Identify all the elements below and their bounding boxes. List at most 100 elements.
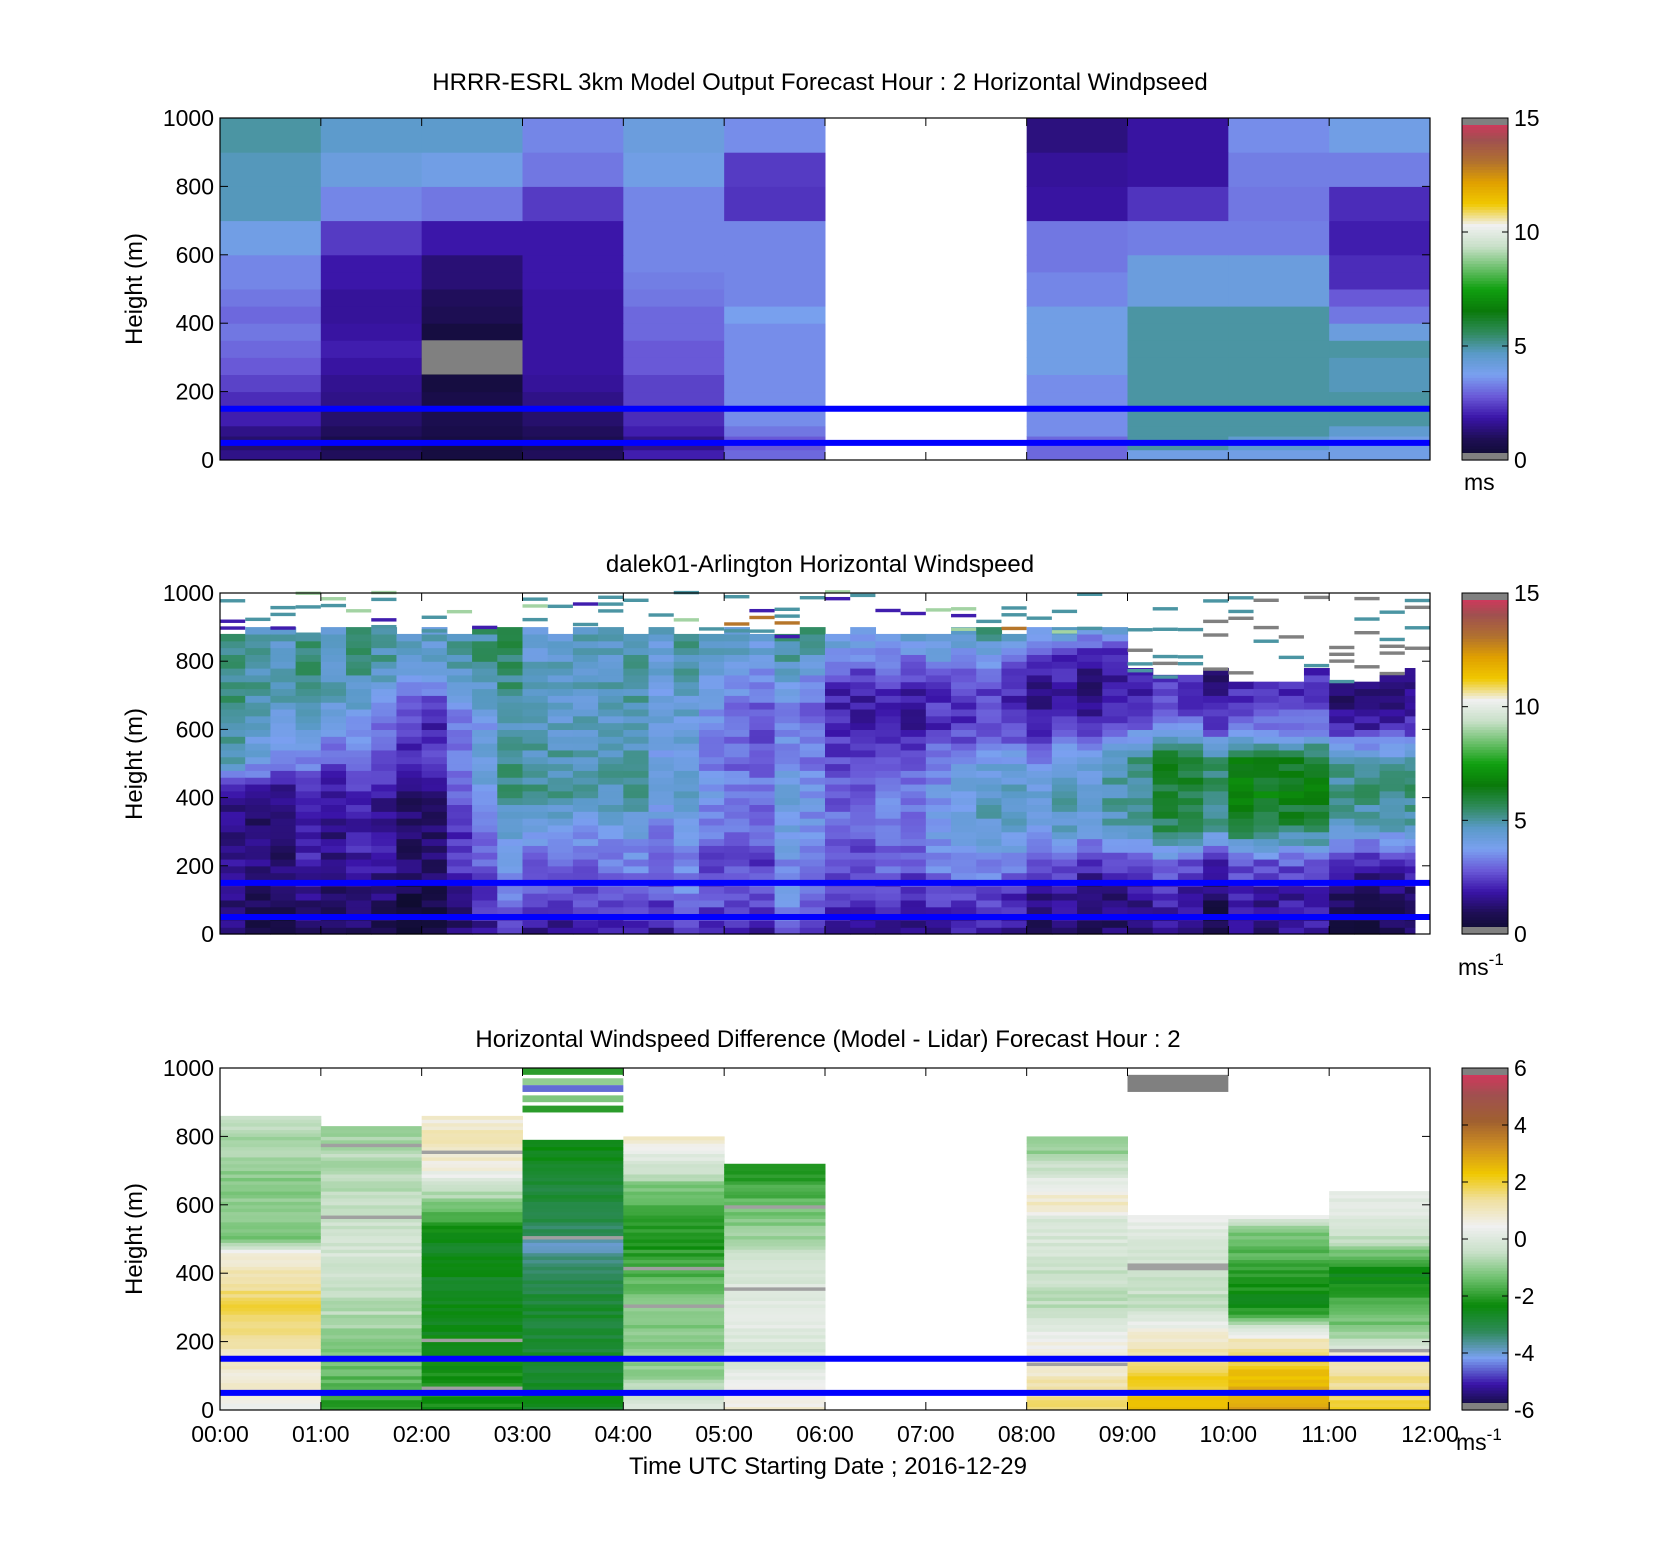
heatmap-cell (1379, 906, 1406, 915)
heatmap-cell (220, 1317, 322, 1322)
heatmap-cell (320, 749, 347, 758)
x-tick-label: 05:00 (695, 1421, 753, 1447)
heatmap-cell (900, 743, 927, 751)
colorbar-swatch (1462, 695, 1508, 699)
heatmap-cell (220, 899, 246, 908)
heatmap-cell (220, 1218, 322, 1223)
colorbar-swatch (1462, 155, 1508, 159)
heatmap-cell (245, 633, 272, 642)
heatmap-cell (270, 838, 297, 846)
heatmap-sparse-cell (900, 611, 926, 616)
heatmap-cell (724, 1249, 826, 1254)
heatmap-cell (472, 899, 498, 908)
heatmap-cell (875, 838, 902, 846)
heatmap-cell (976, 865, 1003, 874)
heatmap-cell (900, 763, 927, 771)
heatmap-cell (245, 702, 272, 710)
heatmap-cell (749, 893, 776, 901)
heatmap-cell (220, 340, 322, 358)
heatmap-cell (220, 1167, 322, 1172)
heatmap-cell (724, 1290, 826, 1295)
heatmap-cell (270, 927, 297, 935)
colorbar-swatch (1462, 632, 1508, 637)
heatmap-cell (1253, 708, 1280, 717)
heatmap-cell (673, 729, 700, 737)
heatmap-cell (623, 1327, 725, 1332)
panel-lidar: dalek01-Arlington Horizontal Windspeed 0… (121, 551, 1540, 980)
heatmap-cell (598, 906, 624, 915)
heatmap-cell (673, 647, 700, 655)
heatmap-sparse-cell (1152, 654, 1178, 659)
heatmap-cell (320, 1184, 423, 1189)
heatmap-cell (1127, 920, 1154, 928)
colorbar-swatch (1462, 735, 1508, 739)
colorbar-swatch (1462, 1079, 1508, 1083)
heatmap-cell (774, 893, 801, 901)
heatmap-cell (1278, 763, 1305, 771)
heatmap-cell (724, 449, 826, 461)
heatmap-cell (724, 1163, 826, 1168)
heatmap-cell (724, 1221, 826, 1226)
heatmap-cell (976, 708, 1003, 717)
heatmap-cell (522, 838, 549, 846)
heatmap-cell (421, 1351, 523, 1356)
heatmap-cell (1379, 756, 1406, 765)
heatmap-cell (623, 1348, 725, 1353)
heatmap-cell (220, 872, 246, 881)
heatmap-cell (799, 674, 826, 683)
heatmap-cell (799, 899, 826, 908)
heatmap-cell (320, 1191, 423, 1196)
heatmap-cell (1203, 858, 1229, 867)
heatmap-cell (1102, 906, 1129, 915)
heatmap-cell (421, 1276, 523, 1281)
heatmap-cell (825, 845, 851, 853)
heatmap-cell (1001, 770, 1028, 778)
heatmap-cell (220, 695, 246, 703)
colorbar-swatch (1462, 1276, 1508, 1280)
heatmap-cell (850, 804, 877, 812)
heatmap-cell (623, 668, 650, 676)
heatmap-cell (598, 647, 624, 655)
heatmap-sparse-cell (825, 596, 851, 601)
heatmap-cell (1228, 1317, 1330, 1322)
heatmap-cell (1127, 749, 1154, 758)
heatmap-cell (572, 654, 599, 662)
colorbar-swatch (1462, 820, 1508, 824)
heatmap-cell (270, 858, 297, 867)
heatmap-cell (724, 920, 750, 928)
heatmap-cell (295, 906, 322, 915)
heatmap-cell (673, 818, 700, 826)
heatmap-cell (1354, 777, 1381, 785)
heatmap-cell (220, 1221, 322, 1226)
heatmap-sparse-cell (472, 625, 498, 630)
heatmap-cell (1152, 729, 1179, 737)
heatmap-cell (1379, 886, 1406, 894)
heatmap-cell (371, 865, 398, 874)
heatmap-cell (421, 1245, 523, 1250)
heatmap-cell (1177, 818, 1204, 826)
heatmap-cell (1329, 872, 1355, 881)
heatmap-cell (220, 1146, 322, 1151)
heatmap-cell (623, 1276, 725, 1281)
colorbar-swatch (1462, 806, 1508, 810)
heatmap-cell (1329, 1239, 1431, 1243)
heatmap-cell (799, 668, 826, 676)
heatmap-sparse-cell (1253, 598, 1279, 602)
colorbar-swatch (1462, 357, 1508, 361)
heatmap-cell (396, 722, 423, 730)
heatmap-cell (522, 1365, 624, 1370)
x-tick-label: 09:00 (1099, 1421, 1157, 1447)
heatmap-sparse-cell (724, 622, 750, 626)
heatmap-cell (724, 722, 750, 730)
heatmap-cell (320, 1396, 423, 1401)
heatmap-cell (1001, 845, 1028, 853)
heatmap-cell (925, 906, 952, 915)
heatmap-cell (1127, 1372, 1229, 1377)
heatmap-cell (320, 271, 423, 290)
heatmap-cell (1329, 1245, 1431, 1250)
colorbar-swatch (1462, 308, 1508, 313)
heatmap-cell (1354, 681, 1381, 690)
heatmap-cell (1253, 899, 1280, 908)
heatmap-cell (346, 797, 372, 806)
heatmap-cell (346, 811, 372, 819)
